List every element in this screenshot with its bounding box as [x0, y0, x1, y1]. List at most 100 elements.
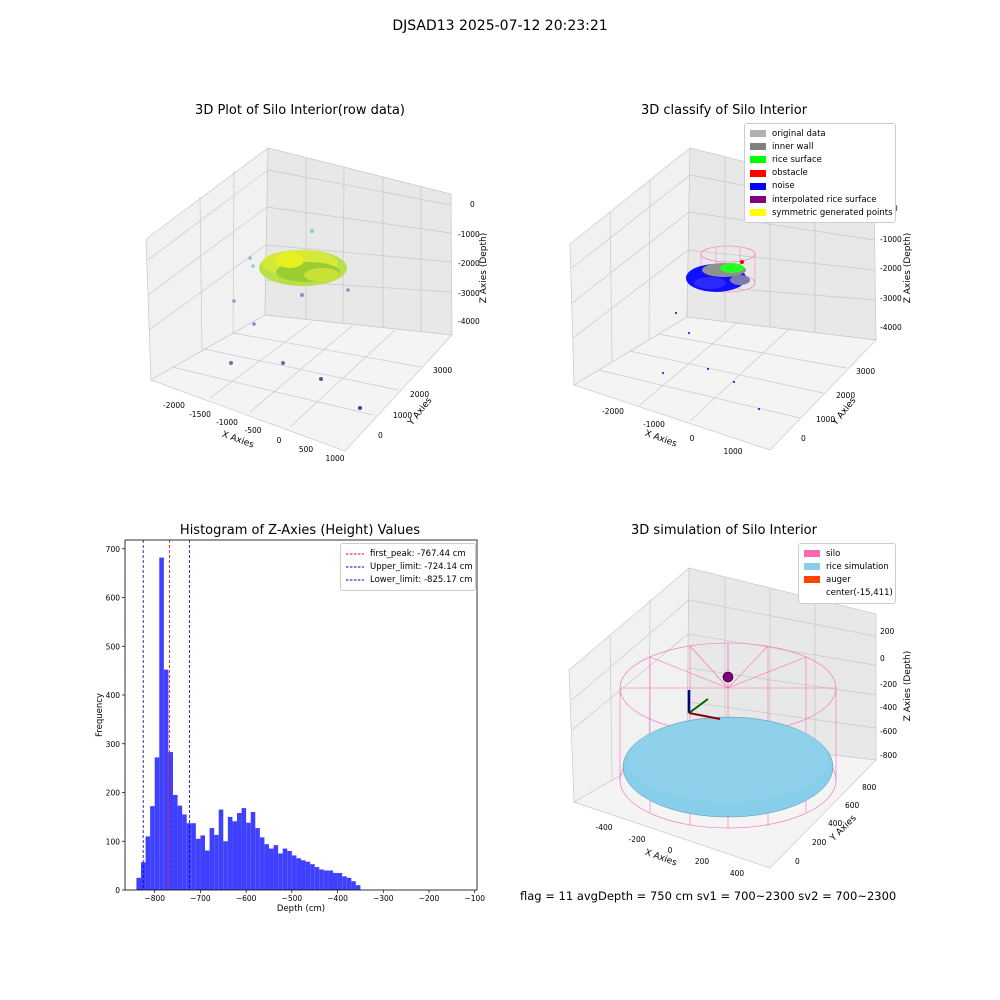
- sim-ytick: 800: [862, 783, 877, 792]
- histogram-x-tick-label: −600: [236, 894, 257, 903]
- classify-ztick: -1000: [880, 235, 902, 244]
- legend-swatch: [804, 576, 820, 584]
- histogram-bar: [136, 877, 141, 890]
- classify-points: [662, 260, 760, 410]
- histogram-bar: [182, 814, 187, 890]
- histogram-x-tick-label: −100: [464, 894, 485, 903]
- sim-plot-title: 3D simulation of Silo Interior: [631, 523, 817, 538]
- sim-y-axis-label: Y Axies: [828, 813, 859, 844]
- raw-ytick: 3000: [433, 366, 452, 375]
- raw-xtick: -500: [244, 426, 261, 435]
- sim-xtick: 200: [695, 857, 710, 866]
- histogram-bar: [223, 841, 228, 890]
- histogram-x-tick-label: −700: [190, 894, 211, 903]
- histogram-bar: [287, 851, 292, 890]
- legend-label: auger: [826, 574, 851, 585]
- classify-ytick: 0: [801, 434, 806, 443]
- legend-label: rice surface: [772, 154, 822, 165]
- legend-line-swatch: [346, 579, 364, 581]
- legend-label: noise: [772, 181, 795, 192]
- histogram-y-tick-label: 400: [106, 691, 121, 700]
- legend-label: interpolated rice surface: [772, 194, 877, 205]
- histogram-bar: [200, 835, 205, 890]
- sim-x-axis-label: X Axies: [643, 848, 678, 869]
- legend-swatch: [750, 143, 766, 151]
- sim-xtick: 400: [730, 869, 745, 878]
- legend-item-obstacle: obstacle: [750, 167, 890, 180]
- histogram-bar: [173, 794, 178, 890]
- histogram-bar: [337, 872, 343, 890]
- histogram-y-tick-label: 100: [106, 837, 121, 846]
- histogram-bar: [237, 812, 242, 890]
- histogram-bar: [218, 809, 224, 890]
- legend-item-auger: auger: [804, 573, 890, 586]
- raw-ztick: -4000: [458, 317, 480, 326]
- histogram-bar: [305, 861, 311, 890]
- legend-item-center: center(-15,411): [804, 587, 893, 600]
- legend-label: Upper_limit: -724.14 cm: [370, 561, 473, 572]
- histogram-x-tick-label: −500: [282, 894, 303, 903]
- legend-label: original data: [772, 128, 826, 139]
- histogram-x-axis-label: Depth (cm): [277, 904, 325, 914]
- legend-swatch: [750, 196, 766, 204]
- histogram-bar: [154, 757, 160, 890]
- raw-xtick: 500: [299, 445, 314, 454]
- histogram-y-tick-label: 500: [106, 642, 121, 651]
- classify-ytick: 1000: [816, 415, 835, 424]
- figure-suptitle: DJSAD13 2025-07-12 20:23:21: [392, 18, 608, 34]
- raw-xtick: 0: [277, 436, 282, 445]
- legend-label: obstacle: [772, 168, 808, 179]
- raw-ztick: -3000: [458, 289, 480, 298]
- sim-axis-x-arrow: [688, 712, 721, 720]
- histogram-bar: [291, 855, 297, 890]
- sim-ztick: 0: [880, 654, 885, 663]
- sim-z-axis-label: Z Axies (Depth): [903, 651, 913, 722]
- legend-label: symmetric generated points: [772, 207, 893, 218]
- raw-ztick: -2000: [458, 259, 480, 268]
- classify-xtick: -1000: [643, 420, 665, 429]
- histogram-bar: [328, 870, 333, 890]
- histogram-title: Histogram of Z-Axies (Height) Values: [179, 523, 421, 538]
- legend-swatch: [804, 550, 820, 558]
- histogram-legend: first_peak: -767.44 cm Upper_limit: -724…: [340, 543, 476, 591]
- histogram-bar: [168, 752, 173, 890]
- histogram-bar: [246, 822, 251, 890]
- legend-item-rice-surface: rice surface: [750, 153, 890, 166]
- sim-axis-y-arrow: [688, 698, 709, 714]
- legend-item-first-peak: first_peak: -767.44 cm: [346, 547, 470, 560]
- classify-ztick: -3000: [880, 294, 902, 303]
- raw-xtick: -1000: [216, 418, 238, 427]
- histogram-bar: [310, 864, 315, 890]
- histogram-bar: [273, 845, 279, 890]
- histogram-bar: [323, 870, 329, 890]
- raw-rice-surface-points: [259, 250, 347, 286]
- sim-ytick: 400: [828, 819, 843, 828]
- histogram-bar: [351, 881, 356, 890]
- legend-swatch: [750, 169, 766, 177]
- classify-legend: original data inner wall rice surface ob…: [744, 123, 896, 224]
- classify-xtick: -2000: [602, 407, 624, 416]
- histogram-bar: [314, 867, 320, 890]
- histogram-bar: [259, 837, 265, 890]
- raw-outlier-points: [229, 228, 362, 410]
- sim-xtick: 0: [668, 846, 673, 855]
- histogram-bar: [278, 853, 283, 890]
- histogram-bars: [136, 557, 361, 890]
- histogram-x-tick-label: −300: [373, 894, 394, 903]
- sim-ztick: -600: [880, 727, 897, 736]
- histogram-bar: [205, 850, 210, 890]
- histogram-bar: [241, 808, 247, 890]
- legend-swatch: [750, 209, 766, 217]
- histogram-bar: [163, 669, 169, 890]
- classify-xtick: 1000: [723, 447, 742, 456]
- legend-label: silo: [826, 548, 841, 559]
- classify-ytick: 2000: [836, 391, 855, 400]
- raw-pane-floor: [150, 314, 453, 452]
- sim-legend: silo rice simulation auger center(-15,41…: [798, 543, 896, 604]
- histogram-bar: [319, 869, 324, 890]
- sim-ytick: 0: [795, 857, 800, 866]
- classify-ztick: -2000: [880, 264, 902, 273]
- legend-item-inner-wall: inner wall: [750, 140, 890, 153]
- legend-item-upper-limit: Upper_limit: -724.14 cm: [346, 560, 473, 573]
